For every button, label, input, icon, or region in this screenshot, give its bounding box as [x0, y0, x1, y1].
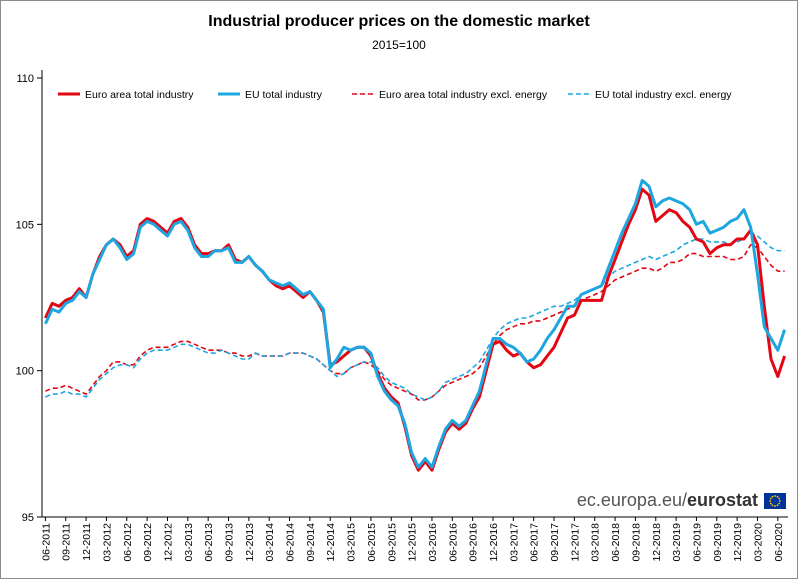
x-tick-label: 06-2018 — [610, 523, 622, 562]
x-tick-label: 03-2012 — [101, 523, 113, 562]
legend-label: EU total industry — [245, 89, 323, 101]
x-tick-label: 03-2013 — [183, 523, 195, 562]
x-tick-label: 06-2019 — [691, 523, 703, 562]
x-tick-label: 09-2011 — [61, 523, 73, 561]
legend-label: EU total industry excl. energy — [595, 89, 732, 101]
x-tick-label: 06-2016 — [447, 523, 459, 562]
chart-title: Industrial producer prices on the domest… — [208, 13, 590, 30]
x-tick-label: 03-2015 — [346, 523, 358, 562]
source-credit: ec.europa.eu/eurostat — [577, 490, 758, 511]
x-tick-label: 09-2019 — [712, 523, 724, 562]
series-line-4 — [45, 232, 785, 401]
x-tick-label: 03-2018 — [590, 523, 602, 562]
legend: Euro area total industry EU total industr… — [58, 89, 732, 101]
x-tick-label: 03-2020 — [752, 523, 764, 562]
eu-flag-icon — [764, 493, 786, 509]
x-tick-label: 09-2018 — [630, 523, 642, 562]
x-tick-label: 12-2016 — [488, 523, 500, 562]
x-tick-label: 09-2017 — [549, 523, 561, 562]
legend-label: Euro area total industry excl. energy — [379, 89, 548, 101]
x-tick-label: 06-2020 — [773, 523, 785, 562]
y-tick-label: 100 — [16, 366, 34, 378]
x-tick-label: 12-2017 — [569, 523, 581, 562]
series-line-2 — [44, 178, 787, 469]
series-line-1 — [44, 187, 787, 472]
x-tick-label: 03-2019 — [671, 523, 683, 562]
x-tick-label: 12-2012 — [162, 523, 174, 562]
x-tick-label: 09-2013 — [224, 523, 236, 562]
y-tick-label: 95 — [22, 512, 34, 524]
x-tick-label: 06-2017 — [529, 523, 541, 562]
y-tick-label: 110 — [16, 73, 34, 85]
x-tick-label: 09-2014 — [305, 523, 317, 562]
x-tick-label: 12-2013 — [244, 523, 256, 562]
legend-label: Euro area total industry — [85, 89, 194, 101]
axes: 95 100 105 110 06-2011 09-2011 12-2011 03-2012 0… — [16, 70, 788, 562]
x-tick-label: 06-2012 — [122, 523, 134, 562]
x-tick-label: 12-2014 — [325, 523, 337, 562]
x-tick-label: 12-2019 — [732, 523, 744, 562]
y-tick-label: 105 — [16, 219, 34, 231]
x-tick-label: 06-2011 — [40, 523, 52, 561]
x-tick-label: 09-2012 — [142, 523, 154, 562]
x-tick-label: 12-2018 — [651, 523, 663, 562]
x-tick-label: 06-2013 — [203, 523, 215, 562]
x-tick-label: 06-2014 — [285, 523, 297, 562]
chart-subtitle: 2015=100 — [372, 38, 426, 52]
source-brand: eurostat — [686, 490, 758, 510]
x-tick-label: 12-2011 — [81, 523, 93, 561]
x-tick-label: 09-2015 — [386, 523, 398, 562]
x-tick-label: 12-2015 — [407, 523, 419, 562]
series-line-3 — [45, 244, 785, 401]
series-lines — [44, 178, 787, 472]
x-tick-label: 06-2015 — [366, 523, 378, 562]
x-tick-label: 03-2014 — [264, 523, 276, 562]
x-tick-label: 03-2017 — [508, 523, 520, 562]
x-tick-label: 03-2016 — [427, 523, 439, 562]
x-tick-label: 09-2016 — [468, 523, 480, 562]
source-prefix: ec.europa.eu/ — [576, 490, 687, 510]
